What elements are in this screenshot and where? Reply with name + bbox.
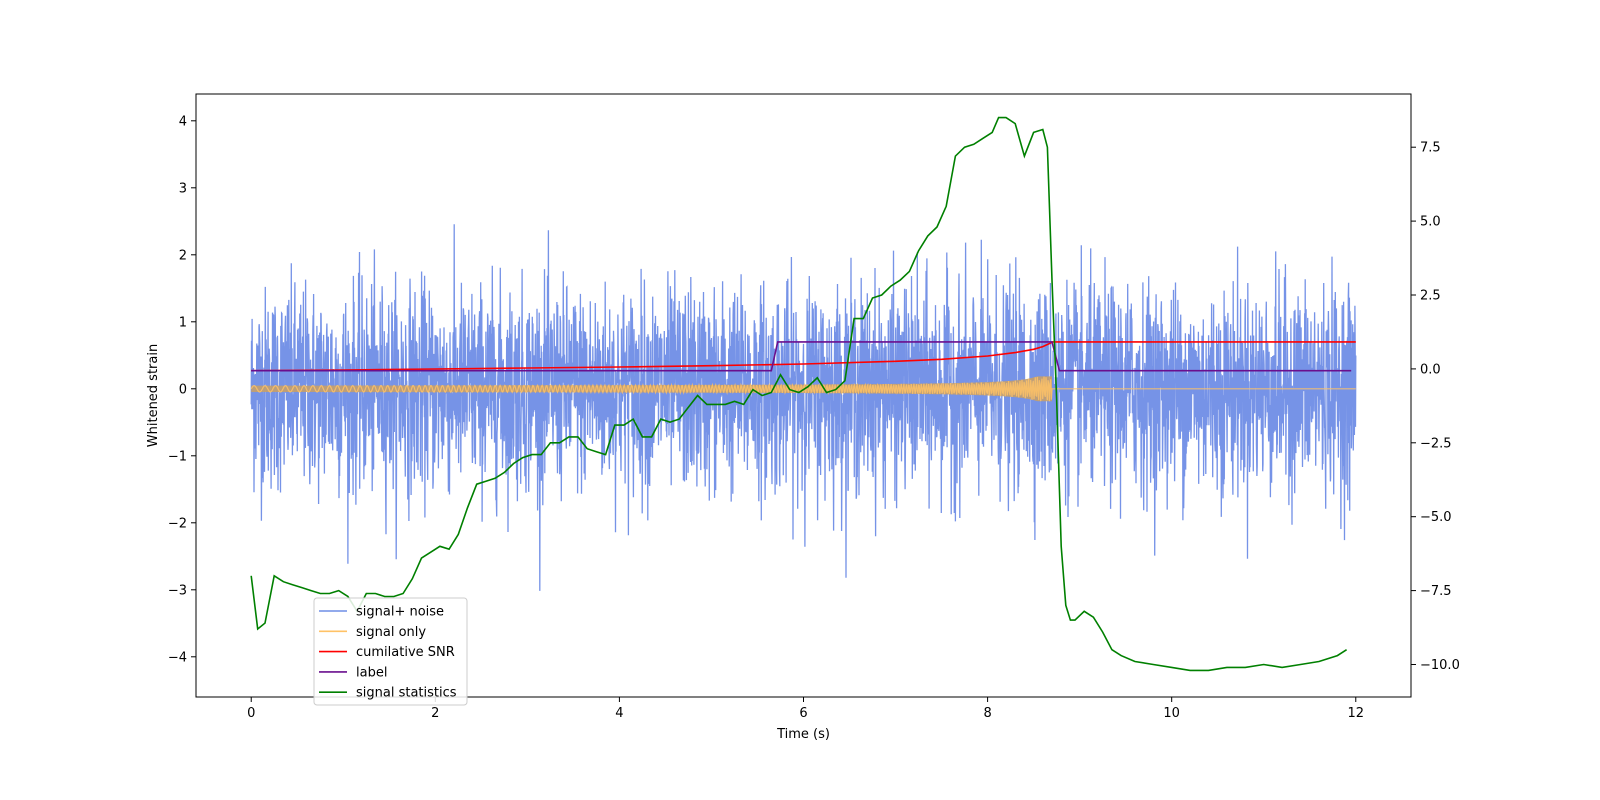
x-tick-label: 10 [1163,706,1180,721]
x-tick-label: 4 [615,706,623,721]
y-tick-label: −2 [168,516,187,531]
plot-area [250,116,1357,672]
y2-tick-label: −7.5 [1420,584,1452,599]
x-tick-label: 0 [247,706,255,721]
x-axis-label: Time (s) [776,727,830,742]
y-tick-label: 2 [179,248,187,263]
series-label [251,341,1352,372]
x-tick-label: 12 [1347,706,1364,721]
y2-tick-label: 7.5 [1420,141,1441,156]
legend: signal+ noise signal only cumilative SNR la… [313,597,468,706]
y-axis-label: Whitened strain [146,344,161,447]
series-signal-only [250,376,1356,402]
axes: 0 2 4 6 8 10 12−4−3−2−101234−10.0−7.5−5.0−2.50… [168,93,1460,721]
y-tick-label: 3 [179,181,187,196]
legend-label: signal only [356,625,426,640]
y-tick-label: 0 [179,382,187,397]
series-cumilative-snr [251,341,1356,372]
legend-box [313,597,468,706]
y2-tick-label: 0.0 [1420,362,1441,377]
legend-label: signal+ noise [356,605,444,620]
y2-tick-label: 5.0 [1420,215,1441,230]
y-tick-label: −3 [168,583,187,598]
y-tick-label: −4 [168,650,187,665]
y2-tick-label: −2.5 [1420,436,1452,451]
legend-label: signal statistics [356,686,457,701]
series-signal-noise [250,224,1357,591]
x-tick-label: 2 [431,706,439,721]
y2-tick-label: −5.0 [1420,510,1452,525]
legend-label: label [356,665,387,680]
y2-tick-label: −10.0 [1420,658,1460,673]
series-signal-statistics [250,116,1348,672]
y-tick-label: −1 [168,449,187,464]
legend-label: cumilative SNR [356,645,455,660]
x-tick-label: 6 [799,706,807,721]
y2-tick-label: 2.5 [1420,289,1441,304]
x-tick-label: 8 [983,706,991,721]
y-tick-label: 4 [179,114,187,129]
y-tick-label: 1 [179,315,187,330]
